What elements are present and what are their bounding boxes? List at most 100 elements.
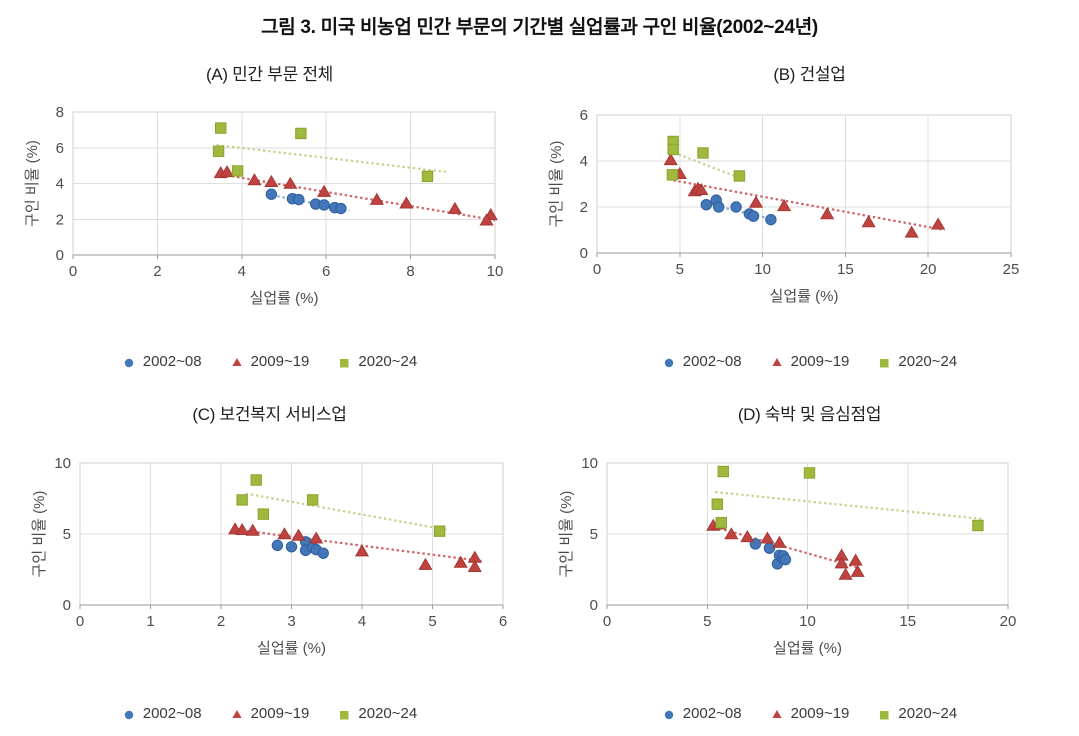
square-marker-icon xyxy=(340,710,349,719)
svg-text:10: 10 xyxy=(487,263,504,280)
legend-label: 2020~24 xyxy=(358,705,418,722)
gridlines xyxy=(596,114,1012,254)
legend-item-2002-08: 2002~08 xyxy=(662,705,742,722)
series-2009-19 xyxy=(213,165,498,226)
svg-text:2: 2 xyxy=(56,211,64,228)
x-axis-title: 실업률 (%) xyxy=(770,288,839,305)
square-marker-icon xyxy=(880,358,889,367)
panel-b-subtitle: (B) 건설업 xyxy=(773,65,846,84)
y-axis-title: 구인 비율 (%) xyxy=(558,491,575,578)
svg-text:0: 0 xyxy=(63,597,71,614)
svg-text:1: 1 xyxy=(146,613,154,630)
legend-label: 2009~19 xyxy=(790,353,850,370)
legend-d: 2002~08 2009~19 2020~24 xyxy=(540,705,1079,722)
svg-text:10: 10 xyxy=(54,455,71,472)
svg-text:6: 6 xyxy=(322,263,330,280)
svg-text:5: 5 xyxy=(63,526,71,543)
svg-text:0: 0 xyxy=(76,613,84,630)
square-marker-icon xyxy=(340,358,349,367)
x-axis xyxy=(79,604,504,609)
series-2002-08 xyxy=(700,194,777,226)
svg-text:20: 20 xyxy=(920,261,937,278)
panel-c-subtitle: (C) 보건복지 서비스업 xyxy=(192,405,347,424)
circle-marker-icon xyxy=(124,358,133,367)
svg-text:4: 4 xyxy=(238,263,246,280)
svg-text:10: 10 xyxy=(581,455,598,472)
circle-marker-icon xyxy=(664,358,673,367)
chart-c-scatter: 0 1 2 3 4 5 6 0 5 10 실업률 (%) 구인 비율 (%) xyxy=(31,455,507,657)
series-2020-24 xyxy=(666,135,746,182)
legend-label: 2009~19 xyxy=(250,705,310,722)
tick-labels: 0 2 4 6 8 10 0 2 4 6 8 xyxy=(56,104,504,280)
svg-text:5: 5 xyxy=(428,613,436,630)
svg-text:20: 20 xyxy=(1000,613,1017,630)
svg-text:0: 0 xyxy=(590,597,598,614)
series-2020-24 xyxy=(212,122,434,183)
legend-item-2009-19: 2009~19 xyxy=(230,353,310,370)
svg-text:8: 8 xyxy=(56,104,64,121)
legend-item-2020-24: 2020~24 xyxy=(337,353,417,370)
svg-text:15: 15 xyxy=(837,261,854,278)
svg-text:10: 10 xyxy=(799,613,816,630)
legend-label: 2020~24 xyxy=(358,353,418,370)
svg-text:0: 0 xyxy=(593,261,601,278)
chart-d-scatter: 0 5 10 15 20 0 5 10 실업률 (%) 구인 비율 (%) xyxy=(558,455,1016,657)
x-axis-title: 실업률 (%) xyxy=(257,640,326,657)
series-2020-24 xyxy=(236,474,446,537)
legend-label: 2020~24 xyxy=(898,353,958,370)
svg-text:0: 0 xyxy=(580,245,588,262)
y-axis-title: 구인 비율 (%) xyxy=(548,141,565,228)
legend-item-2002-08: 2002~08 xyxy=(122,705,202,722)
legend-item-2002-08: 2002~08 xyxy=(662,353,742,370)
legend-item-2009-19: 2009~19 xyxy=(770,705,850,722)
trend-lines xyxy=(668,149,945,232)
legend-item-2020-24: 2020~24 xyxy=(877,705,957,722)
circle-marker-icon xyxy=(664,710,673,719)
chart-a-scatter: 0 2 4 6 8 10 0 2 4 6 8 실업률 (%) 구인 비율 (%) xyxy=(24,104,504,307)
tick-labels: 0 5 10 15 20 0 5 10 xyxy=(581,455,1016,630)
svg-text:15: 15 xyxy=(899,613,916,630)
legend-a: 2002~08 2009~19 2020~24 xyxy=(0,353,539,370)
svg-text:5: 5 xyxy=(590,526,598,543)
series-2002-08 xyxy=(749,538,792,570)
panel-d-subtitle: (D) 숙박 및 음심점업 xyxy=(737,405,882,424)
plot-border xyxy=(596,114,1012,254)
svg-text:4: 4 xyxy=(358,613,366,630)
svg-text:0: 0 xyxy=(69,263,77,280)
trend-lines xyxy=(708,491,985,570)
legend-c: 2002~08 2009~19 2020~24 xyxy=(0,705,539,722)
tick-labels: 0 5 10 15 20 25 0 2 4 6 xyxy=(580,107,1020,278)
y-axis-title: 구인 비율 (%) xyxy=(24,140,41,227)
panel-c: (C) 보건복지 서비스업 0 1 2 3 4 5 6 0 5 10 실업률 (%) 구인 비율 (%… xyxy=(0,395,539,736)
gridlines xyxy=(606,462,1009,606)
series-2002-08 xyxy=(265,188,347,215)
legend-label: 2002~08 xyxy=(142,353,202,370)
svg-text:0: 0 xyxy=(56,247,64,264)
triangle-marker-icon xyxy=(231,357,242,366)
figure-title: 그림 3. 미국 비농업 민간 부문의 기간별 실업률과 구인 비율(2002~… xyxy=(261,17,818,38)
panel-a-subtitle: (A) 민간 부문 전체 xyxy=(205,65,334,84)
svg-text:4: 4 xyxy=(580,153,588,170)
legend-item-2020-24: 2020~24 xyxy=(877,353,957,370)
svg-text:0: 0 xyxy=(603,613,611,630)
triangle-marker-icon xyxy=(771,709,782,718)
legend-b: 2002~08 2009~19 2020~24 xyxy=(540,353,1079,370)
legend-label: 2002~08 xyxy=(142,705,202,722)
triangle-marker-icon xyxy=(771,357,782,366)
svg-text:8: 8 xyxy=(406,263,414,280)
svg-text:5: 5 xyxy=(676,261,684,278)
svg-text:6: 6 xyxy=(580,107,588,124)
svg-text:2: 2 xyxy=(217,613,225,630)
square-marker-icon xyxy=(880,710,889,719)
legend-label: 2009~19 xyxy=(790,705,850,722)
series-2020-24 xyxy=(711,465,984,532)
series-2009-19 xyxy=(706,517,865,580)
triangle-marker-icon xyxy=(231,709,242,718)
legend-label: 2009~19 xyxy=(250,353,310,370)
panel-a: (A) 민간 부문 전체 0 2 4 6 8 10 0 2 4 6 8 실업률 (%) 구인 비율 (%… xyxy=(0,55,539,396)
svg-text:25: 25 xyxy=(1003,261,1020,278)
legend-label: 2002~08 xyxy=(682,353,742,370)
series-2009-19 xyxy=(663,153,946,238)
legend-label: 2020~24 xyxy=(898,705,958,722)
circle-marker-icon xyxy=(124,710,133,719)
